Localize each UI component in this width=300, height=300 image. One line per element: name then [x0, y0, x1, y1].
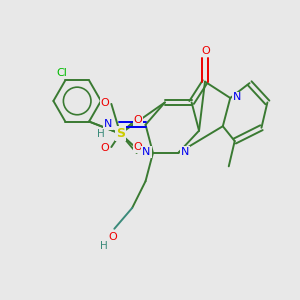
Text: O: O	[134, 115, 142, 125]
Text: O: O	[109, 232, 117, 242]
Text: N: N	[104, 119, 112, 129]
Text: O: O	[100, 98, 109, 108]
Text: H: H	[100, 241, 108, 251]
Text: N: N	[181, 147, 189, 158]
Text: Cl: Cl	[56, 68, 67, 78]
Text: Cl: Cl	[57, 68, 68, 78]
Text: S: S	[116, 127, 125, 140]
Text: N: N	[142, 147, 151, 158]
Text: S: S	[116, 127, 124, 140]
Text: O: O	[134, 142, 142, 152]
Text: O: O	[100, 142, 109, 153]
Text: N: N	[232, 92, 241, 102]
Text: O: O	[201, 46, 210, 56]
Text: H: H	[97, 129, 105, 139]
